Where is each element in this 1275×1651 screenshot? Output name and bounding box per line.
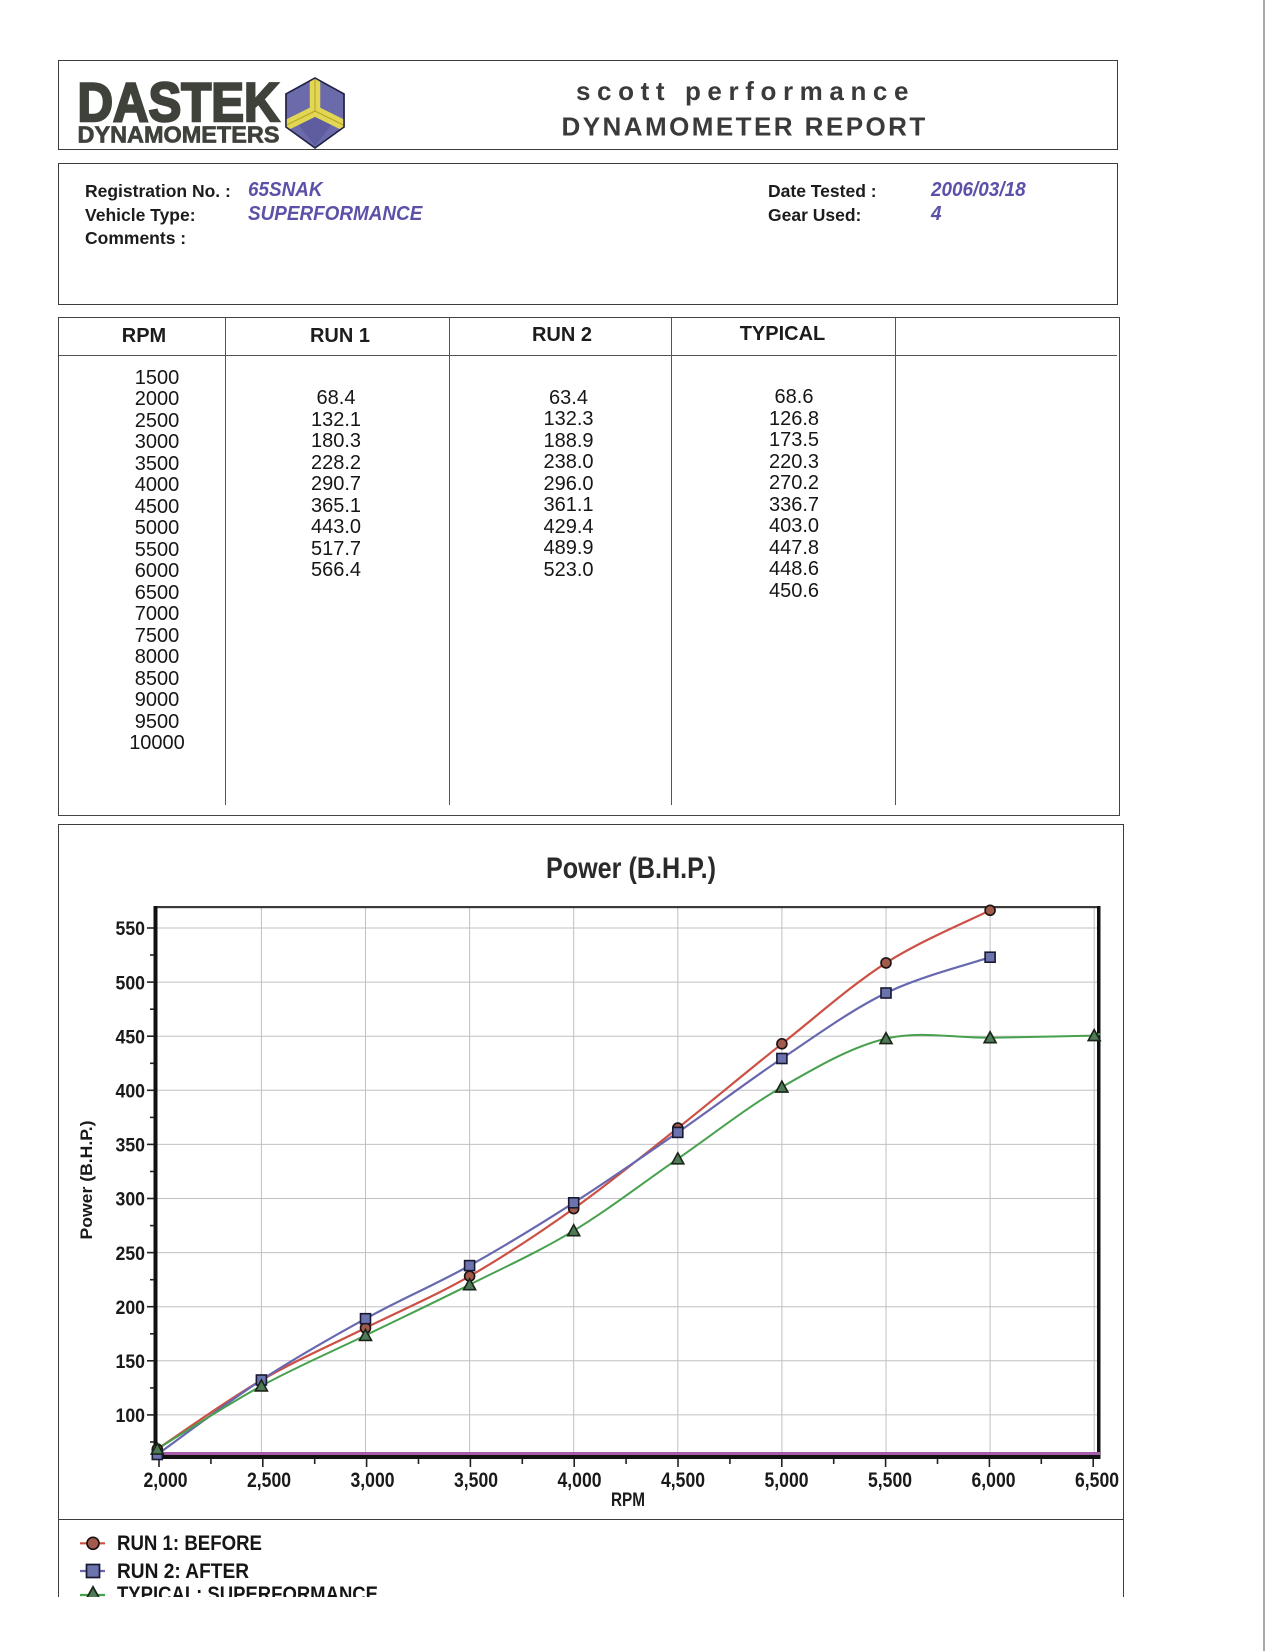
svg-text:6,500: 6,500: [1075, 1468, 1119, 1492]
svg-text:3,000: 3,000: [351, 1468, 395, 1492]
svg-text:250: 250: [116, 1244, 146, 1265]
svg-text:300: 300: [116, 1190, 146, 1211]
svg-text:Power (B.H.P.): Power (B.H.P.): [78, 1121, 96, 1240]
svg-text:DYNAMOMETERS: DYNAMOMETERS: [78, 122, 280, 148]
svg-text:550: 550: [116, 919, 146, 940]
svg-text:TYPICAL: SUPERFORMANCE: TYPICAL: SUPERFORMANCE: [117, 1583, 378, 1597]
svg-text:RPM: RPM: [611, 1490, 645, 1511]
svg-text:400: 400: [116, 1082, 146, 1103]
svg-text:DASTEK: DASTEK: [78, 71, 280, 133]
svg-text:4,000: 4,000: [558, 1468, 602, 1492]
svg-text:scott performance: scott performance: [576, 76, 915, 106]
svg-text:200: 200: [116, 1298, 146, 1319]
svg-text:4,500: 4,500: [661, 1468, 705, 1492]
svg-text:6,000: 6,000: [972, 1468, 1016, 1492]
svg-text:DYNAMOMETER REPORT: DYNAMOMETER REPORT: [562, 112, 928, 142]
svg-text:100: 100: [116, 1406, 146, 1427]
svg-text:350: 350: [116, 1136, 146, 1157]
svg-text:2,000: 2,000: [144, 1468, 188, 1492]
svg-text:5,000: 5,000: [765, 1468, 809, 1492]
svg-text:2,500: 2,500: [247, 1468, 291, 1492]
svg-text:150: 150: [116, 1352, 146, 1373]
svg-text:3,500: 3,500: [454, 1468, 498, 1492]
svg-text:500: 500: [116, 973, 146, 994]
svg-text:RUN 1: BEFORE: RUN 1: BEFORE: [117, 1532, 262, 1555]
svg-text:RUN 2: AFTER: RUN 2: AFTER: [117, 1559, 249, 1582]
svg-text:5,500: 5,500: [868, 1468, 912, 1492]
svg-text:Power (B.H.P.): Power (B.H.P.): [546, 852, 716, 885]
svg-text:450: 450: [116, 1027, 146, 1048]
